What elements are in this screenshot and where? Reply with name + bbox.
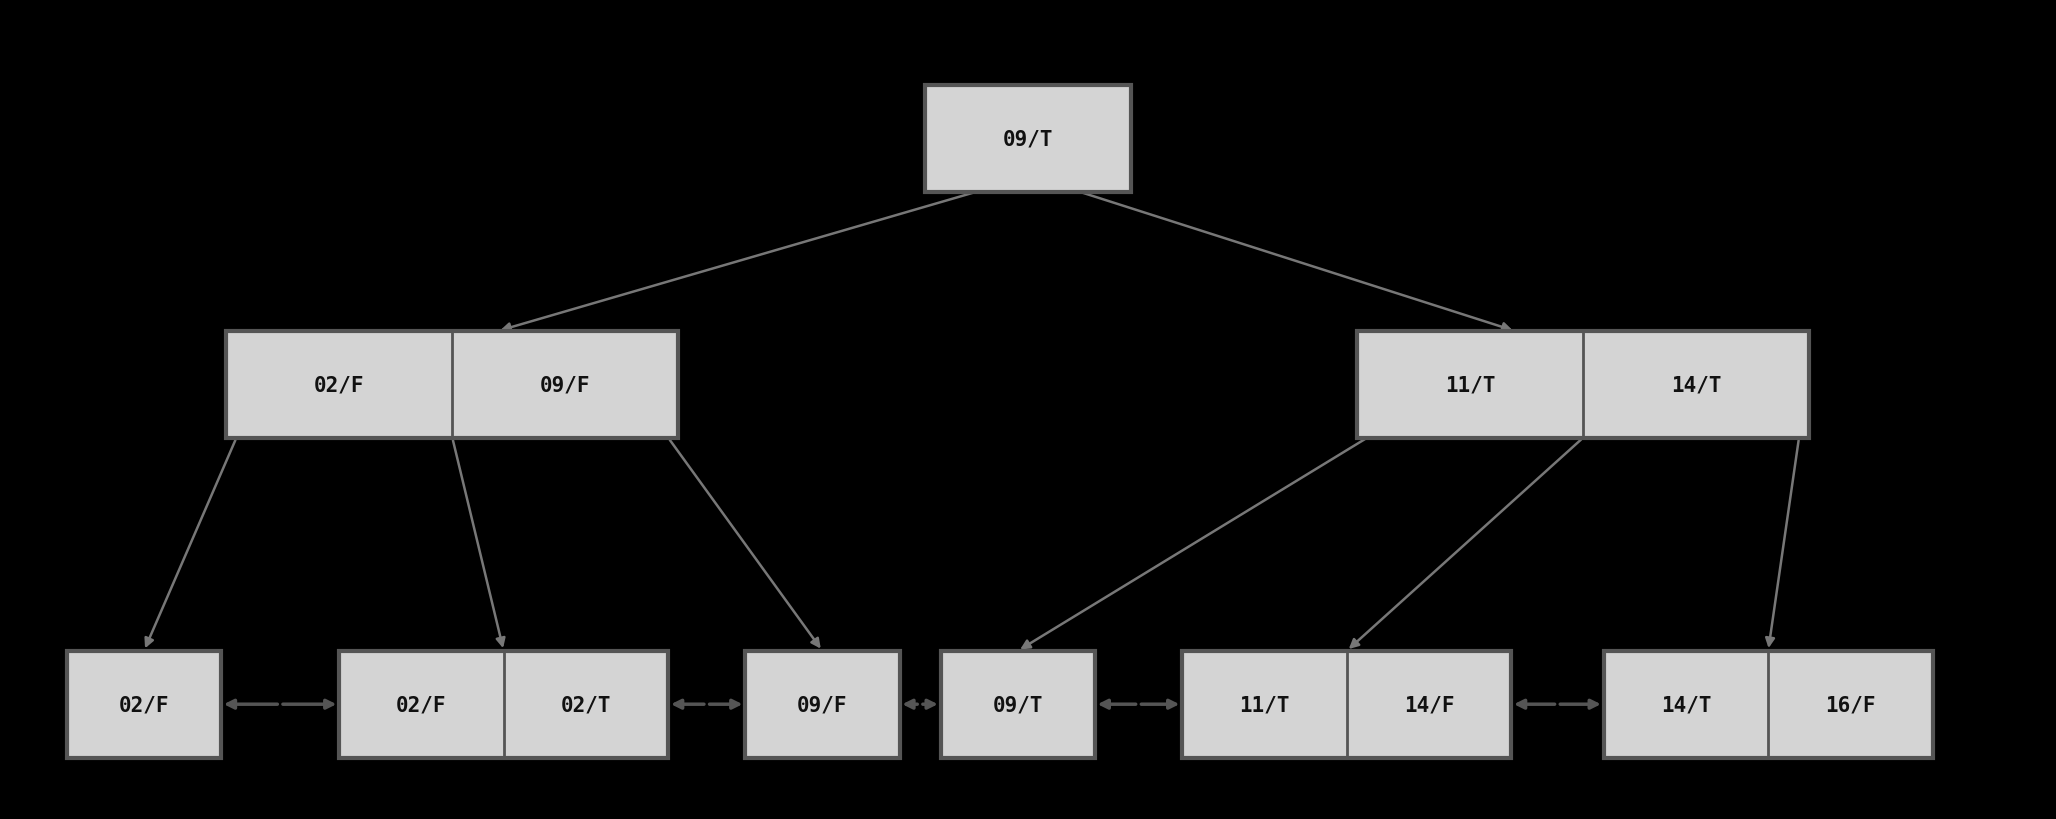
Bar [68,651,222,758]
Text: 14/T: 14/T [1661,695,1711,714]
Text: 02/F: 02/F [119,695,169,714]
Bar [226,332,678,438]
Bar [746,651,901,758]
Text: 14/F: 14/F [1404,695,1454,714]
Text: 09/T: 09/T [1003,129,1053,149]
Text: 09/F: 09/F [798,695,847,714]
Text: 09/T: 09/T [993,695,1042,714]
Bar [1357,332,1809,438]
Text: 11/T: 11/T [1445,375,1495,395]
Text: 11/T: 11/T [1240,695,1289,714]
Bar [942,651,1094,758]
Text: 02/F: 02/F [315,375,364,395]
Bar [1182,651,1511,758]
Text: 14/T: 14/T [1672,375,1721,395]
Bar [339,651,668,758]
Bar [1604,651,1933,758]
Text: 02/T: 02/T [561,695,611,714]
Text: 09/F: 09/F [541,375,590,395]
Text: 02/F: 02/F [397,695,446,714]
Text: 16/F: 16/F [1826,695,1875,714]
Bar [925,86,1131,192]
